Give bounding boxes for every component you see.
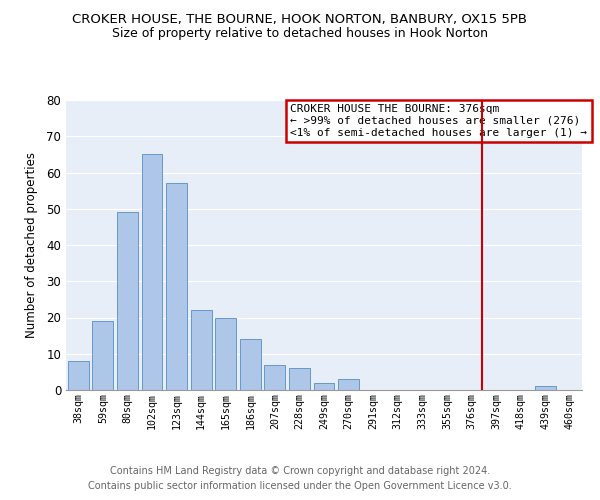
- Text: Size of property relative to detached houses in Hook Norton: Size of property relative to detached ho…: [112, 28, 488, 40]
- Text: Contains public sector information licensed under the Open Government Licence v3: Contains public sector information licen…: [88, 481, 512, 491]
- Bar: [117, 212, 138, 390]
- Bar: [68, 361, 89, 390]
- Bar: [535, 386, 556, 390]
- Bar: [166, 184, 187, 390]
- Bar: [314, 383, 334, 390]
- Bar: [191, 310, 212, 390]
- Bar: [265, 364, 286, 390]
- Bar: [215, 318, 236, 390]
- Bar: [92, 321, 113, 390]
- Bar: [142, 154, 163, 390]
- Text: CROKER HOUSE, THE BOURNE, HOOK NORTON, BANBURY, OX15 5PB: CROKER HOUSE, THE BOURNE, HOOK NORTON, B…: [73, 12, 527, 26]
- Bar: [240, 339, 261, 390]
- Y-axis label: Number of detached properties: Number of detached properties: [25, 152, 38, 338]
- Bar: [338, 379, 359, 390]
- Bar: [289, 368, 310, 390]
- Text: Contains HM Land Registry data © Crown copyright and database right 2024.: Contains HM Land Registry data © Crown c…: [110, 466, 490, 476]
- Text: CROKER HOUSE THE BOURNE: 376sqm
← >99% of detached houses are smaller (276)
<1% : CROKER HOUSE THE BOURNE: 376sqm ← >99% o…: [290, 104, 587, 138]
